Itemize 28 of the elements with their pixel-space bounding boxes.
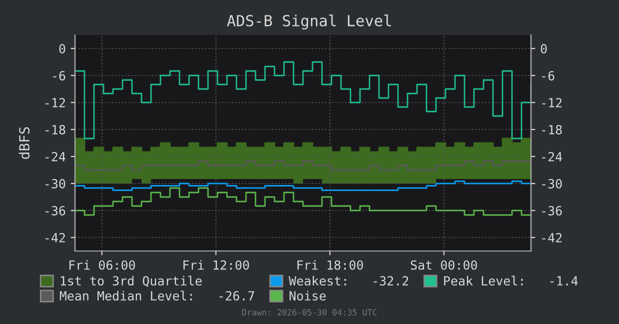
y-tick-label: -6 — [53, 71, 66, 80]
y2-tick-label: -6 — [542, 71, 554, 80]
legend-label: 1st to 3rd Quartile — [60, 276, 202, 288]
legend-label: Peak Level: -1.4 — [444, 276, 578, 286]
x-tick-label: Fri 18:00 — [297, 260, 363, 270]
y2-tick-label: -12 — [542, 98, 562, 108]
y2-tick-label: -30 — [542, 179, 562, 188]
legend-label: Weakest: -32.2 — [288, 276, 408, 286]
y-tick-label: -36 — [46, 206, 66, 216]
y-tick-label: 0 — [59, 44, 66, 54]
x-tick-label: Fri 12:00 — [183, 260, 249, 270]
y2-tick-label: -36 — [542, 206, 562, 216]
chart-title: ADS-B Signal Level — [227, 14, 391, 30]
x-tick-label: Sat 00:00 — [410, 260, 477, 270]
y-tick-label: -12 — [46, 98, 65, 108]
y-axis-title: dBFS — [18, 127, 30, 159]
y-tick-label: -42 — [46, 233, 65, 242]
y2-tick-label: 0 — [540, 44, 547, 54]
y2-tick-label: -18 — [542, 125, 562, 134]
legend-label: Noise — [290, 290, 326, 301]
y2-tick-label: -24 — [542, 152, 562, 162]
legend-label: Mean Median Level: -26.7 — [60, 290, 254, 301]
text: Drawn: 2026-05-30 04:35 UTC — [242, 309, 377, 316]
y-tick-label: -18 — [46, 125, 66, 134]
y-tick-label: -30 — [46, 179, 66, 188]
y-tick-label: -24 — [46, 152, 66, 162]
x-tick-label: Fri 06:00 — [69, 260, 135, 270]
y2-tick-label: -42 — [542, 233, 562, 242]
